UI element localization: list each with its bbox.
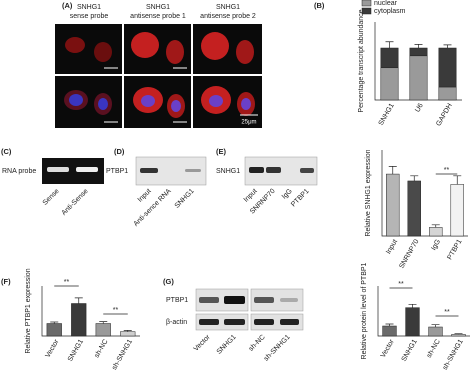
- significance-label: **: [444, 309, 450, 316]
- bar: [450, 184, 464, 237]
- error-bar: [410, 175, 419, 181]
- lane-label: Anti-sence RNA: [133, 188, 173, 228]
- x-tick-label: Vector: [45, 338, 61, 359]
- scale-bar-label: 25μm: [241, 120, 256, 126]
- panel-label: (G): [163, 277, 174, 286]
- x-tick-label: SNHG1: [401, 338, 419, 362]
- column-header: SNHG1: [146, 4, 170, 11]
- x-tick-label: sh-NC: [94, 338, 110, 359]
- x-tick-label: U6: [414, 102, 425, 113]
- y-axis-label: Relative PTBP1 expression: [25, 268, 32, 353]
- x-tick-label: IgG: [430, 238, 442, 251]
- legend-swatch: [361, 7, 372, 15]
- error-bar: [431, 224, 440, 228]
- bar-segment: [438, 86, 457, 101]
- lane-label: Sense: [42, 188, 61, 207]
- bar-segment: [380, 47, 399, 69]
- gel: [42, 158, 104, 184]
- significance-label: **: [444, 167, 450, 174]
- x-tick-label: Vector: [380, 338, 396, 359]
- error-bar: [385, 323, 394, 326]
- error-bar: [385, 41, 394, 48]
- y-axis-label: Relative SNHG1 expression: [365, 149, 372, 236]
- micrographs: [55, 24, 262, 128]
- column-header: antisense probe 1: [130, 13, 186, 20]
- blot: [195, 288, 304, 331]
- lane-label: sh-SNHG1: [263, 334, 292, 363]
- lane-label: SNHG1: [174, 188, 196, 210]
- error-bar: [50, 321, 59, 324]
- row-label: SNHG1: [216, 168, 240, 175]
- bar: [429, 227, 443, 237]
- lane-label: Anti-Sense: [61, 188, 90, 217]
- lane-label: Input: [137, 188, 153, 204]
- error-bar: [408, 303, 417, 308]
- y-axis-label: Relative protein level of PTBP1: [361, 262, 368, 359]
- panel-label: (A): [62, 1, 73, 10]
- x-tick-label: SNRNP70: [398, 238, 420, 270]
- bar-segment: [438, 47, 457, 88]
- lane-label: sh-NC: [248, 334, 267, 353]
- significance-label: **: [113, 307, 119, 314]
- bar: [386, 173, 400, 237]
- x-tick-label: sh-NC: [426, 338, 442, 359]
- x-tick-label: PTBP1: [446, 238, 463, 261]
- significance-label: **: [64, 279, 70, 286]
- significance-label: **: [398, 281, 404, 288]
- x-tick-label: GAPDH: [435, 102, 454, 127]
- panel-label: (E): [216, 147, 227, 156]
- x-tick-label: SNHG1: [67, 338, 85, 362]
- error-bar: [431, 324, 440, 327]
- bar: [407, 180, 421, 237]
- row-label: PTBP1: [166, 297, 188, 304]
- row-label: RNA probe: [2, 168, 36, 175]
- x-tick-label: sh-SNHG1: [111, 338, 134, 371]
- x-tick-label: Input: [385, 238, 399, 255]
- blot: [135, 156, 207, 186]
- bar-segment: [409, 55, 428, 101]
- legend-label: cytoplasm: [374, 8, 406, 15]
- bar: [46, 323, 62, 337]
- lane-label: SNHG1: [216, 334, 238, 356]
- error-bar: [443, 44, 452, 48]
- bar: [428, 326, 443, 337]
- x-tick-label: sh-SNHG1: [442, 338, 465, 371]
- error-bar: [123, 330, 132, 332]
- column-header: SNHG1: [77, 4, 101, 11]
- panel-label: (F): [1, 277, 11, 286]
- bar-segment: [409, 47, 428, 57]
- bar: [71, 303, 87, 337]
- lane-label: IgG: [281, 188, 294, 201]
- legend-label: nuclear: [374, 0, 398, 7]
- lane-label: Vector: [193, 333, 212, 352]
- y-axis-label: Percentage transcript abundance: [358, 9, 365, 112]
- error-bar: [453, 175, 462, 185]
- x-tick-label: SNHG1: [378, 102, 396, 126]
- error-bar: [388, 165, 397, 175]
- bar: [451, 334, 466, 337]
- column-header: antisense probe 2: [200, 13, 256, 20]
- error-bar: [74, 297, 83, 304]
- legend-swatch: [361, 0, 372, 7]
- column-header: sense probe: [70, 13, 109, 20]
- error-bar: [414, 44, 423, 48]
- axis: [374, 22, 462, 101]
- lane-label: Input: [243, 188, 259, 204]
- lane-label: PTBP1: [290, 188, 311, 209]
- error-bar: [454, 333, 463, 335]
- bar: [405, 307, 420, 337]
- bar: [95, 323, 111, 337]
- panel-label: (C): [1, 147, 12, 156]
- error-bar: [99, 321, 108, 324]
- panel-label: (D): [114, 147, 125, 156]
- bar-segment: [380, 67, 399, 101]
- row-label: PTBP1: [106, 168, 128, 175]
- blot: [244, 156, 318, 186]
- bar: [120, 331, 136, 337]
- panel-label: (B): [314, 1, 325, 10]
- column-header: SNHG1: [216, 4, 240, 11]
- bar: [382, 325, 397, 337]
- row-label: β-actin: [166, 319, 187, 326]
